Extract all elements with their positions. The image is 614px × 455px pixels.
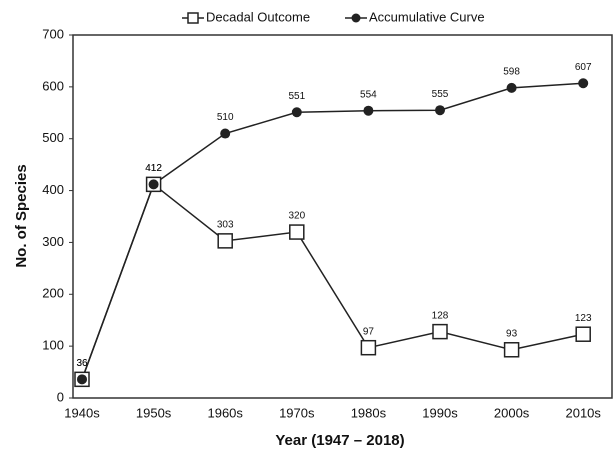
data-label: 555 <box>432 89 449 100</box>
data-label: 412 <box>145 163 162 174</box>
data-label: 510 <box>217 112 234 123</box>
x-tick-label: 2000s <box>494 405 530 420</box>
marker <box>506 82 517 93</box>
y-tick-label: 300 <box>42 234 64 249</box>
marker <box>503 342 520 358</box>
x-tick-label: 1950s <box>136 405 172 420</box>
x-tick-label: 2010s <box>565 405 601 420</box>
legend-marker <box>351 13 361 23</box>
data-label: 93 <box>506 328 518 339</box>
data-label: 128 <box>432 310 449 321</box>
y-tick-label: 600 <box>42 78 64 93</box>
data-label: 97 <box>363 326 375 337</box>
marker <box>360 339 377 356</box>
x-tick-label: 1940s <box>64 405 100 420</box>
data-label: 551 <box>288 91 305 102</box>
data-label: 320 <box>288 211 305 222</box>
data-label: 303 <box>217 220 234 231</box>
marker <box>575 326 591 342</box>
marker <box>363 105 374 116</box>
y-tick-label: 700 <box>42 26 64 41</box>
legend-label: Accumulative Curve <box>369 9 485 24</box>
data-label: 607 <box>575 62 592 73</box>
y-tick-label: 400 <box>42 182 64 197</box>
series-line <box>81 183 584 380</box>
marker <box>220 128 231 139</box>
y-tick-label: 500 <box>42 130 64 145</box>
legend-label: Decadal Outcome <box>206 9 310 24</box>
marker <box>291 107 302 118</box>
y-axis-title: No. of Species <box>13 164 30 267</box>
marker <box>217 233 233 249</box>
marker <box>289 224 305 240</box>
data-label: 36 <box>76 358 88 369</box>
x-tick-label: 1960s <box>207 405 243 420</box>
legend-marker <box>187 12 199 24</box>
marker <box>432 323 448 340</box>
y-tick-label: 0 <box>57 389 64 404</box>
marker <box>578 78 589 89</box>
plot-frame <box>72 34 613 399</box>
x-tick-label: 1990s <box>422 405 458 420</box>
data-label: 36 <box>76 358 88 369</box>
data-label: 598 <box>503 67 520 78</box>
data-label: 412 <box>145 163 162 174</box>
x-tick-label: 1970s <box>279 405 315 420</box>
x-axis-title: Year (1947 – 2018) <box>275 432 404 449</box>
data-label: 554 <box>360 89 377 100</box>
x-tick-label: 1980s <box>351 405 387 420</box>
y-tick-label: 100 <box>42 338 64 353</box>
data-label: 123 <box>575 313 592 324</box>
series-line <box>81 82 584 380</box>
marker <box>148 179 159 190</box>
marker <box>77 374 87 385</box>
marker <box>435 105 445 116</box>
y-tick-label: 200 <box>42 286 64 301</box>
